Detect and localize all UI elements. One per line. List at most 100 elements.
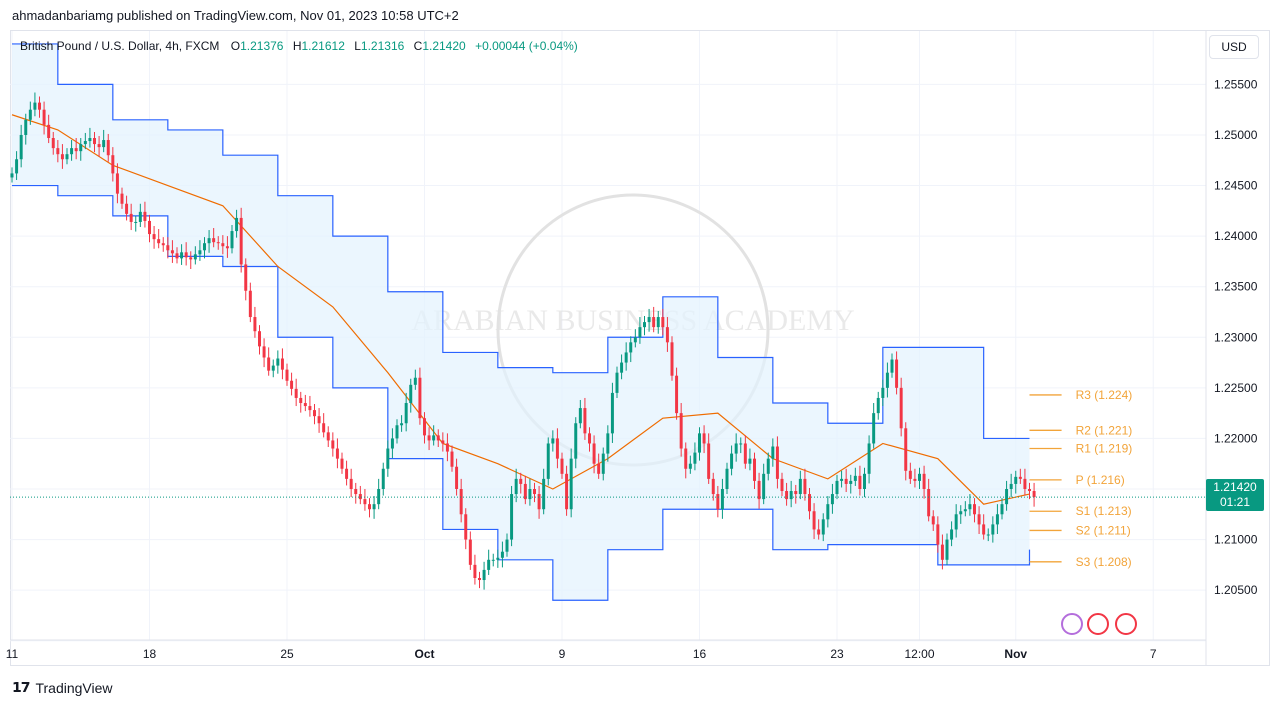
candle-body[interactable]: [775, 446, 779, 479]
candle-body[interactable]: [313, 410, 316, 417]
candle-body[interactable]: [863, 473, 866, 489]
candle-body[interactable]: [436, 435, 440, 441]
candle-body[interactable]: [904, 428, 908, 471]
candle-body[interactable]: [354, 488, 358, 495]
candle-body[interactable]: [533, 488, 536, 495]
candle-body[interactable]: [335, 448, 339, 459]
candle-body[interactable]: [510, 494, 514, 540]
candle-body[interactable]: [1028, 488, 1031, 492]
candle-body[interactable]: [643, 322, 646, 328]
candle-body[interactable]: [478, 578, 481, 581]
candle-body[interactable]: [574, 423, 578, 459]
candle-body[interactable]: [950, 529, 954, 540]
candle-body[interactable]: [583, 408, 587, 434]
candle-body[interactable]: [922, 473, 926, 489]
candle-body[interactable]: [432, 435, 436, 441]
candle-body[interactable]: [551, 438, 555, 444]
candle-body[interactable]: [38, 102, 41, 110]
candle-body[interactable]: [748, 458, 752, 464]
candle-body[interactable]: [358, 494, 362, 500]
candle-body[interactable]: [482, 569, 486, 581]
candle-body[interactable]: [716, 494, 720, 510]
candle-body[interactable]: [464, 514, 468, 540]
candle-body[interactable]: [198, 250, 202, 255]
candle-body[interactable]: [368, 504, 371, 510]
candle-body[interactable]: [413, 377, 417, 385]
candle-body[interactable]: [491, 559, 495, 561]
candle-body[interactable]: [450, 451, 454, 467]
candle-body[interactable]: [725, 468, 729, 489]
candle-body[interactable]: [766, 458, 770, 474]
candle-body[interactable]: [106, 140, 110, 156]
candle-body[interactable]: [138, 211, 142, 222]
candle-body[interactable]: [936, 524, 940, 545]
candle-body[interactable]: [720, 488, 724, 510]
candle-body[interactable]: [688, 463, 692, 469]
candle-body[interactable]: [166, 245, 170, 251]
candle-body[interactable]: [331, 440, 335, 449]
candle-body[interactable]: [290, 380, 294, 389]
candle-body[interactable]: [33, 102, 37, 110]
candle-body[interactable]: [908, 470, 912, 479]
candle-body[interactable]: [1023, 478, 1027, 489]
candle-body[interactable]: [19, 134, 23, 160]
candle-body[interactable]: [505, 539, 509, 552]
candle-body[interactable]: [157, 239, 161, 244]
candle-body[interactable]: [665, 327, 669, 343]
candle-body[interactable]: [152, 234, 156, 240]
candle-body[interactable]: [418, 377, 422, 419]
candle-body[interactable]: [757, 480, 761, 500]
candle-body[interactable]: [808, 494, 811, 512]
candle-body[interactable]: [262, 346, 266, 358]
symbol-title[interactable]: British Pound / U.S. Dollar, 4h, FXCM: [20, 39, 220, 53]
candle-body[interactable]: [1005, 488, 1009, 505]
candle-body[interactable]: [592, 443, 596, 464]
candle-body[interactable]: [826, 504, 830, 520]
candle-body[interactable]: [528, 488, 532, 500]
candle-body[interactable]: [93, 138, 96, 145]
candle-body[interactable]: [656, 317, 660, 328]
candle-body[interactable]: [248, 290, 252, 318]
candle-body[interactable]: [753, 458, 756, 481]
candle-body[interactable]: [189, 257, 193, 260]
candle-body[interactable]: [427, 435, 431, 441]
candle-body[interactable]: [830, 494, 834, 505]
candle-body[interactable]: [899, 387, 903, 429]
candle-body[interactable]: [913, 478, 917, 481]
candle-body[interactable]: [473, 564, 477, 579]
candle-body[interactable]: [954, 514, 958, 530]
candle-body[interactable]: [730, 453, 734, 469]
candle-body[interactable]: [629, 342, 633, 353]
candle-body[interactable]: [638, 327, 642, 338]
candle-body[interactable]: [60, 154, 64, 160]
candle-body[interactable]: [895, 359, 899, 388]
candle-body[interactable]: [372, 504, 376, 510]
economic-event-flag-icon[interactable]: [1061, 613, 1083, 635]
candle-body[interactable]: [945, 539, 949, 560]
candle-body[interactable]: [711, 478, 715, 495]
candle-body[interactable]: [423, 418, 426, 436]
candle-body[interactable]: [386, 448, 390, 469]
candle-body[interactable]: [780, 478, 784, 492]
candle-body[interactable]: [615, 372, 619, 393]
candle-body[interactable]: [381, 468, 385, 489]
candle-body[interactable]: [170, 250, 174, 254]
candle-body[interactable]: [849, 480, 853, 484]
candle-body[interactable]: [940, 544, 944, 560]
candle-body[interactable]: [285, 369, 289, 381]
candle-body[interactable]: [1014, 476, 1018, 484]
candle-body[interactable]: [679, 413, 683, 449]
candle-body[interactable]: [794, 491, 798, 495]
candle-body[interactable]: [890, 359, 894, 373]
candle-body[interactable]: [445, 443, 449, 452]
economic-event-flag-icon[interactable]: [1115, 613, 1137, 635]
candle-body[interactable]: [239, 217, 243, 265]
candle-body[interactable]: [743, 443, 747, 464]
candle-body[interactable]: [441, 440, 445, 444]
candle-body[interactable]: [537, 494, 541, 510]
candle-body[interactable]: [276, 358, 280, 366]
candle-body[interactable]: [881, 387, 885, 398]
candle-body[interactable]: [56, 148, 60, 155]
candle-body[interactable]: [734, 443, 738, 454]
candle-body[interactable]: [115, 173, 119, 194]
